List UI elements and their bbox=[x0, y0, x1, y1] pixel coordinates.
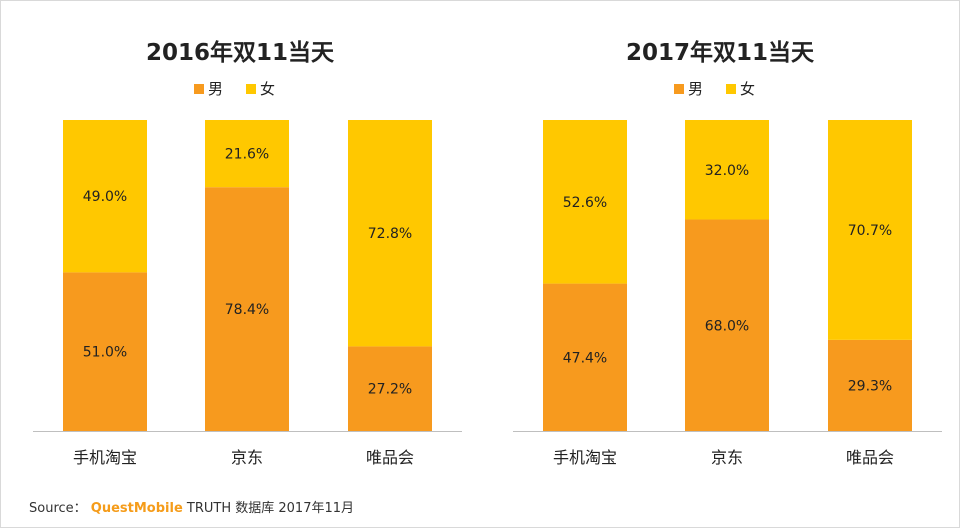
data-label: 78.4% bbox=[225, 302, 269, 318]
legend-label-male: 男 bbox=[208, 80, 223, 98]
bar-segment-female bbox=[348, 120, 432, 347]
chart-2016: 2016年双11当天男 女 51.0% 49.0% 手机淘宝 78.4% 21.6% 京东 27… bbox=[0, 0, 480, 490]
bar-segment-male bbox=[348, 346, 432, 431]
legend-swatch-female bbox=[726, 84, 736, 94]
source-footer: Source： QuestMobile TRUTH 数据库 2017年11月 bbox=[29, 497, 354, 516]
category-label: 京东 bbox=[231, 448, 263, 467]
data-label: 47.4% bbox=[563, 350, 607, 366]
data-label: 51.0% bbox=[83, 345, 127, 361]
data-label: 49.0% bbox=[83, 189, 127, 205]
bar-segment-female bbox=[63, 120, 147, 273]
bar-segment-male bbox=[63, 272, 147, 431]
bar-segment-female bbox=[685, 120, 769, 220]
legend-swatch-male bbox=[194, 84, 204, 94]
data-label: 27.2% bbox=[368, 382, 412, 398]
bar-segment-female bbox=[828, 120, 912, 340]
bar-segment-male bbox=[543, 283, 627, 431]
bar-segment-male bbox=[685, 219, 769, 431]
category-label: 唯品会 bbox=[366, 448, 414, 467]
bar-segment-female bbox=[205, 120, 289, 188]
bar-segment-male bbox=[828, 339, 912, 431]
data-label: 72.8% bbox=[368, 226, 412, 242]
legend-label-female: 女 bbox=[260, 80, 275, 98]
data-label: 52.6% bbox=[563, 195, 607, 211]
data-label: 68.0% bbox=[705, 318, 749, 334]
legend-swatch-female bbox=[246, 84, 256, 94]
chart-title: 2016年双11当天 bbox=[146, 39, 335, 66]
category-label: 京东 bbox=[711, 448, 743, 467]
source-brand: QuestMobile bbox=[90, 501, 183, 516]
legend-label-female: 女 bbox=[740, 80, 755, 98]
category-label: 手机淘宝 bbox=[553, 448, 617, 467]
category-label: 手机淘宝 bbox=[73, 448, 137, 467]
data-label: 70.7% bbox=[848, 223, 892, 239]
legend-label-male: 男 bbox=[688, 80, 703, 98]
data-label: 32.0% bbox=[705, 163, 749, 179]
category-label: 唯品会 bbox=[846, 448, 894, 467]
bar-segment-male bbox=[205, 187, 289, 431]
source-prefix: Source： bbox=[29, 501, 87, 516]
legend-swatch-male bbox=[674, 84, 684, 94]
chart-2017: 2017年双11当天男 女 47.4% 52.6% 手机淘宝 68.0% 32.0% 京东 29… bbox=[480, 0, 960, 490]
data-label: 21.6% bbox=[225, 147, 269, 163]
chart-title: 2017年双11当天 bbox=[626, 39, 815, 66]
bar-segment-female bbox=[543, 120, 627, 284]
data-label: 29.3% bbox=[848, 378, 892, 394]
source-rest: TRUTH 数据库 2017年11月 bbox=[186, 501, 355, 516]
